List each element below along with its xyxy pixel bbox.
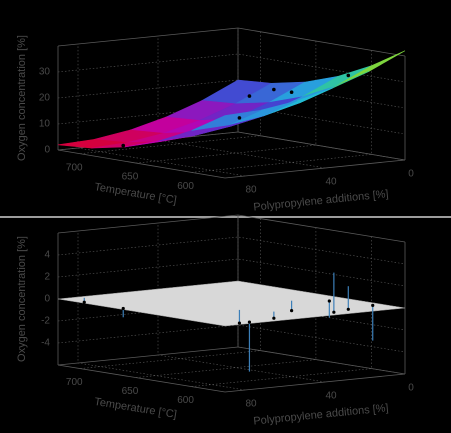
z-axis-label: Oxygen concentration [%] — [16, 236, 28, 362]
y-tick-label: 0 — [408, 383, 414, 394]
data-point — [247, 320, 252, 324]
data-point — [82, 300, 86, 304]
y-tick-label: 40 — [325, 391, 337, 402]
x-tick-label: 600 — [177, 181, 194, 192]
surface-patch — [191, 109, 262, 131]
grid-line — [135, 227, 317, 378]
x-tick-label: 700 — [66, 377, 83, 388]
x-tick-label: 650 — [122, 386, 139, 397]
grid-line — [57, 258, 406, 287]
grid-line — [57, 324, 406, 353]
data-point — [121, 306, 125, 311]
data-point — [82, 128, 87, 132]
grid-line — [191, 236, 372, 387]
data-point — [332, 310, 336, 314]
box-edge — [57, 364, 226, 393]
grid-line — [77, 231, 246, 391]
data-point — [370, 38, 375, 43]
grid-line — [135, 41, 317, 164]
box-edge — [224, 373, 406, 393]
x-tick-label: 650 — [122, 172, 139, 183]
grid-line — [157, 223, 326, 383]
grid-line — [57, 302, 406, 331]
z-tick-label: 20 — [39, 93, 51, 104]
x-tick-label: 600 — [177, 395, 194, 406]
data-point — [272, 316, 276, 320]
grid-line — [57, 53, 406, 83]
y-tick-label: 0 — [408, 169, 414, 180]
z-tick-label: 4 — [44, 250, 50, 261]
box-edge — [57, 149, 226, 179]
grid-line — [77, 44, 246, 177]
y-tick-label: 40 — [325, 177, 337, 188]
grid-line — [80, 31, 261, 154]
y-tick-label: 80 — [245, 399, 257, 410]
data-point — [237, 116, 242, 120]
y-tick-label: 80 — [245, 185, 257, 196]
grid-line — [80, 218, 261, 369]
data-point — [371, 303, 375, 307]
box-edge — [237, 27, 406, 57]
data-point — [327, 59, 332, 64]
z-tick-label: 0 — [44, 145, 50, 156]
data-point — [272, 87, 276, 92]
box-edge — [57, 346, 239, 366]
grid-line — [237, 28, 406, 161]
data-point — [327, 299, 331, 303]
data-point — [346, 307, 350, 311]
z-tick-label: 30 — [39, 67, 51, 78]
z-tick-label: -4 — [41, 338, 50, 349]
data-point — [121, 143, 126, 148]
z-axis-label: Oxygen concentration [%] — [16, 35, 28, 161]
x-tick-label: 700 — [66, 162, 83, 173]
data-point — [346, 73, 351, 78]
data-point — [290, 309, 294, 313]
data-point — [247, 94, 252, 98]
data-point — [332, 63, 336, 68]
grid-line — [57, 236, 406, 265]
data-point — [289, 90, 294, 94]
grid-line — [191, 50, 372, 173]
grid-line — [237, 215, 406, 375]
data-point — [237, 321, 242, 325]
box-edge — [57, 27, 239, 47]
zero-plane — [57, 280, 406, 327]
z-tick-label: -2 — [41, 316, 50, 327]
z-tick-label: 0 — [44, 294, 50, 305]
grid-line — [57, 105, 406, 135]
z-tick-label: 2 — [44, 272, 50, 283]
box-edge — [57, 214, 239, 234]
grid-line — [57, 79, 406, 109]
box-edge — [237, 214, 406, 243]
z-tick-label: 10 — [39, 119, 51, 130]
box-edge — [224, 159, 406, 179]
